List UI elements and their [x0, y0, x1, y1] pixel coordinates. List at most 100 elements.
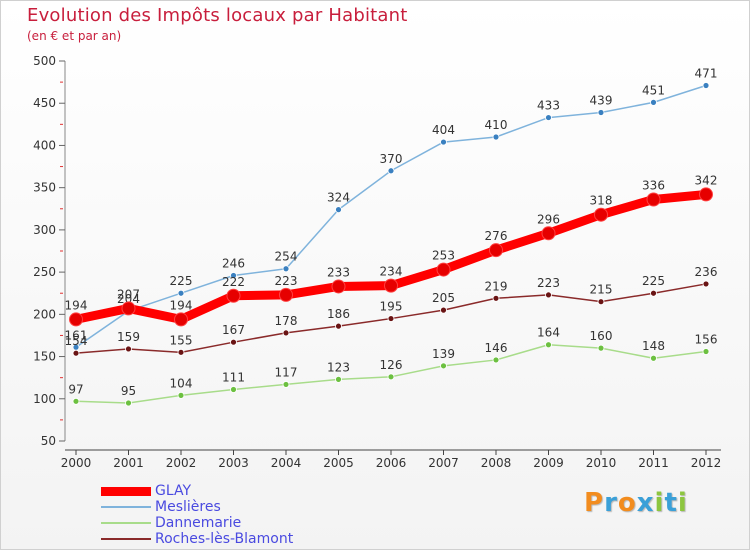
data-point-dannemarie	[387, 373, 395, 381]
data-point-meslieres	[492, 133, 500, 141]
data-label-roches-les-blamont: 236	[695, 265, 718, 279]
data-label-roches-les-blamont: 223	[537, 276, 560, 290]
data-point-dannemarie	[230, 386, 237, 393]
data-point-glay	[594, 207, 608, 222]
data-label-meslieres: 246	[222, 256, 245, 270]
chart-subtitle: (en € et par an)	[27, 29, 122, 43]
data-point-meslieres	[230, 272, 237, 279]
data-point-roches-les-blamont	[492, 294, 500, 302]
logo-letter: x	[636, 488, 655, 518]
data-label-dannemarie: 123	[327, 360, 350, 374]
logo-letter: i	[677, 488, 688, 518]
logo-letter: t	[664, 488, 678, 518]
data-point-roches-les-blamont	[650, 289, 657, 297]
data-point-meslieres	[440, 138, 447, 146]
data-point-roches-les-blamont	[125, 345, 132, 353]
data-label-glay: 194	[170, 298, 193, 312]
data-label-meslieres: 324	[327, 191, 350, 205]
data-label-glay: 207	[117, 287, 140, 301]
legend-swatch	[101, 538, 151, 540]
data-point-dannemarie	[72, 397, 80, 405]
data-point-meslieres	[282, 265, 290, 273]
data-point-dannemarie	[545, 341, 552, 349]
data-label-roches-les-blamont: 219	[485, 279, 508, 293]
data-label-dannemarie: 97	[68, 382, 83, 396]
legend-label: Meslières	[155, 499, 221, 515]
data-label-roches-les-blamont: 195	[380, 300, 403, 314]
data-point-glay	[541, 226, 556, 241]
data-point-glay	[699, 187, 713, 202]
data-label-meslieres: 225	[170, 274, 193, 288]
y-tick-label: 300	[33, 223, 56, 237]
data-point-glay	[436, 262, 451, 277]
y-tick-label: 350	[33, 181, 56, 195]
data-label-glay: 276	[485, 229, 508, 243]
data-label-dannemarie: 104	[170, 376, 193, 390]
data-label-roches-les-blamont: 154	[65, 334, 88, 348]
data-label-dannemarie: 156	[695, 332, 718, 346]
x-tick-label: 2006	[376, 456, 407, 470]
data-label-dannemarie: 139	[432, 347, 455, 361]
data-point-glay	[489, 243, 503, 258]
logo-letter: P	[584, 488, 605, 518]
data-point-meslieres	[545, 114, 552, 121]
data-point-dannemarie	[335, 375, 342, 383]
data-point-dannemarie	[177, 391, 185, 399]
data-label-roches-les-blamont: 167	[222, 323, 245, 337]
data-label-glay: 233	[327, 265, 350, 279]
data-label-meslieres: 204	[117, 292, 140, 306]
data-point-roches-les-blamont	[440, 306, 447, 314]
data-label-roches-les-blamont: 186	[327, 307, 350, 321]
logo-letter: i	[654, 488, 665, 518]
data-label-meslieres: 370	[380, 152, 403, 166]
data-point-roches-les-blamont	[230, 338, 237, 346]
chart-title: Evolution des Impôts locaux par Habitant	[27, 5, 408, 26]
data-point-glay	[226, 288, 241, 303]
y-tick-label: 400	[33, 138, 56, 152]
data-label-dannemarie: 160	[590, 329, 613, 343]
data-point-glay	[646, 192, 661, 207]
data-point-roches-les-blamont	[702, 280, 710, 288]
x-tick-label: 2009	[533, 456, 564, 470]
data-point-roches-les-blamont	[282, 329, 290, 337]
legend-swatch	[101, 522, 151, 524]
y-tick-label: 50	[41, 434, 56, 448]
y-tick-label: 150	[33, 350, 56, 364]
x-tick-label: 2003	[218, 456, 249, 470]
data-label-dannemarie: 95	[121, 384, 136, 398]
data-point-dannemarie	[125, 399, 132, 407]
legend-swatch	[101, 506, 151, 508]
x-tick-label: 2002	[166, 456, 197, 470]
x-tick-label: 2000	[61, 456, 92, 470]
data-point-dannemarie	[650, 354, 657, 362]
legend-label: Dannemarie	[155, 515, 242, 531]
data-label-meslieres: 161	[65, 328, 88, 342]
data-label-glay: 342	[695, 173, 718, 187]
data-label-dannemarie: 146	[485, 341, 508, 355]
data-label-dannemarie: 148	[642, 339, 665, 353]
data-label-meslieres: 404	[432, 123, 455, 137]
data-label-dannemarie: 117	[275, 365, 298, 379]
y-tick-label: 200	[33, 307, 56, 321]
data-point-meslieres	[177, 289, 185, 297]
data-label-roches-les-blamont: 178	[275, 314, 298, 328]
data-point-meslieres	[387, 167, 395, 175]
legend-label: GLAY	[155, 483, 192, 499]
data-point-glay	[279, 287, 293, 302]
legend-swatch	[101, 486, 151, 496]
data-point-meslieres	[597, 109, 605, 116]
x-tick-label: 2010	[586, 456, 617, 470]
data-label-roches-les-blamont: 225	[642, 274, 665, 288]
data-label-glay: 234	[380, 265, 403, 279]
data-point-glay	[121, 301, 136, 316]
data-label-meslieres: 410	[485, 118, 508, 132]
legend-label: Roches-lès-Blamont	[155, 531, 294, 547]
x-tick-label: 2005	[323, 456, 354, 470]
data-label-meslieres: 433	[537, 99, 560, 113]
data-point-glay	[331, 279, 346, 294]
data-label-roches-les-blamont: 205	[432, 291, 455, 305]
data-point-meslieres	[702, 82, 710, 89]
data-label-meslieres: 451	[642, 83, 665, 97]
